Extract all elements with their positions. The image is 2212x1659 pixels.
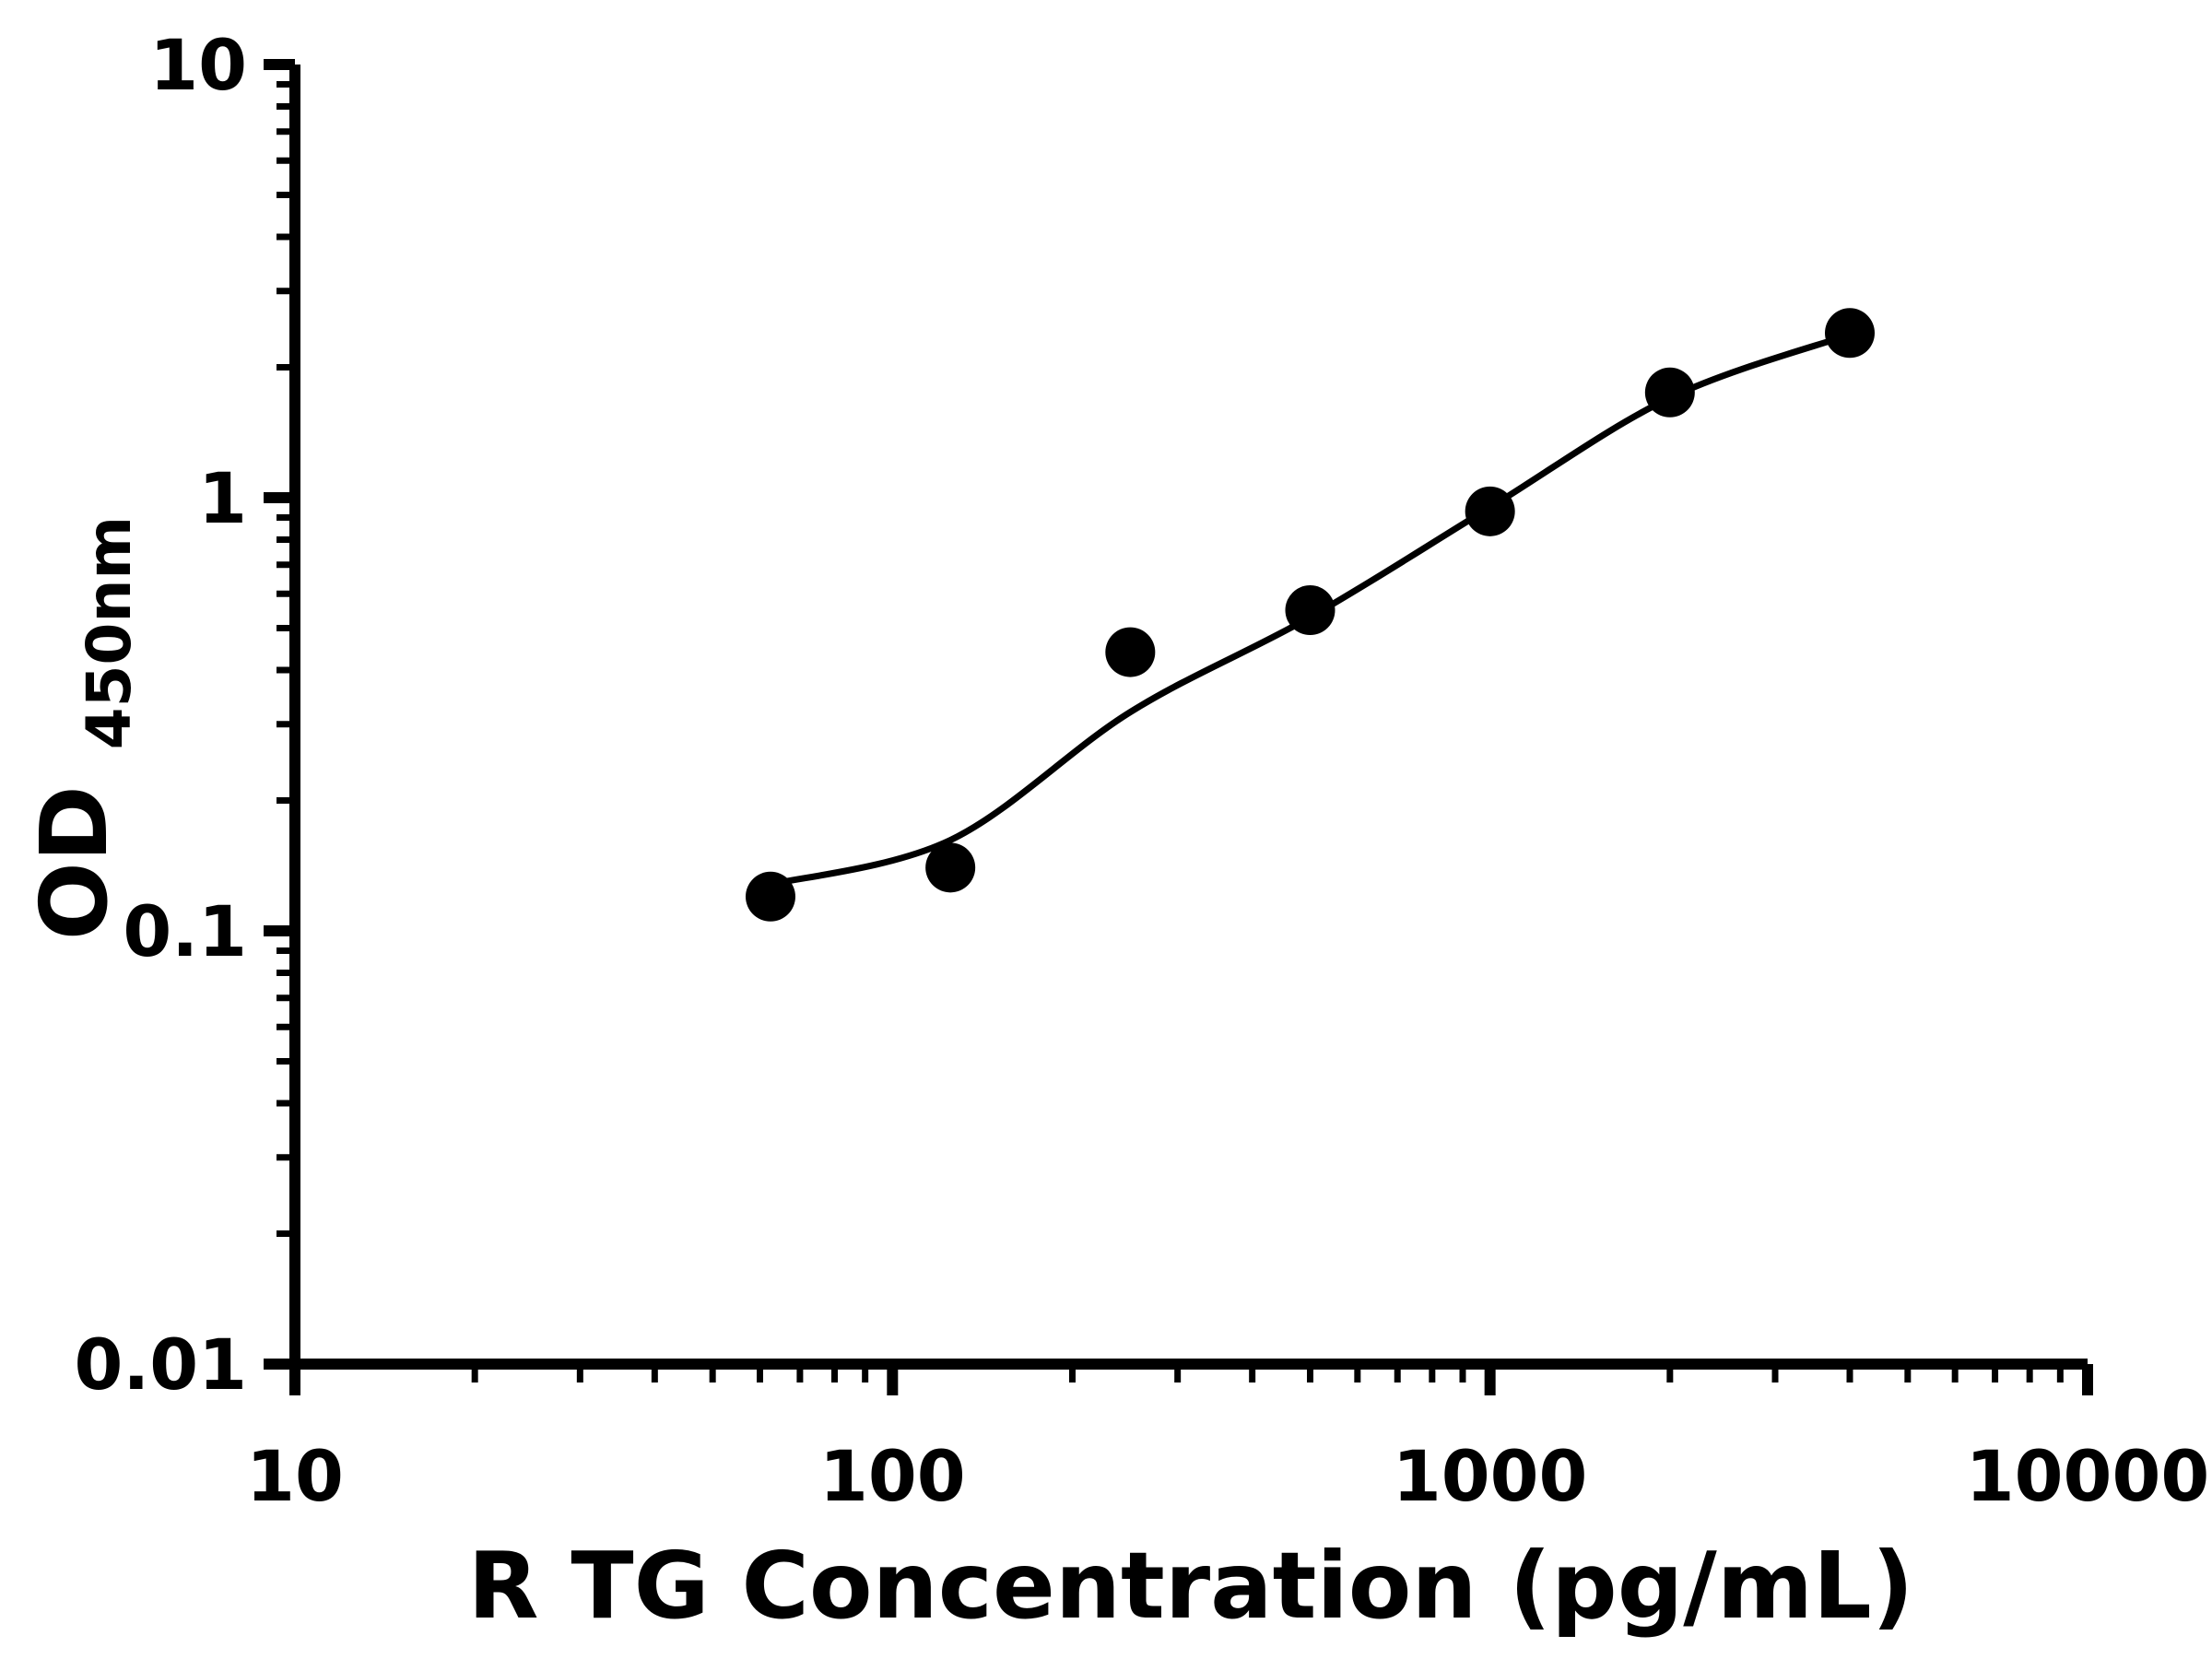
- x-axis-ticks: [289, 1364, 2093, 1395]
- axes-lines: [289, 65, 2088, 1370]
- x-tick-label: 10: [246, 1435, 344, 1517]
- y-axis-title: OD 450nm: [20, 516, 145, 940]
- x-axis-title: R TG Concentration (pg/mL): [468, 1532, 1914, 1640]
- y-tick-label: 10: [149, 24, 247, 106]
- data-point: [745, 871, 795, 922]
- x-tick-label: 1000: [1393, 1435, 1588, 1517]
- data-points: [745, 308, 1876, 922]
- y-axis-title-main: OD: [20, 785, 128, 940]
- y-tick-label: 0.1: [123, 890, 247, 972]
- data-point: [1825, 308, 1876, 359]
- data-point: [1644, 367, 1695, 418]
- data-point: [1105, 627, 1156, 677]
- y-axis-title-subscript: 450nm: [74, 516, 145, 750]
- x-tick-label: 100: [819, 1435, 966, 1517]
- y-axis-ticks: [264, 59, 295, 1370]
- y-tick-label: 1: [198, 457, 247, 539]
- plot-area: 10 100 1000 10000 0.01 0.1 1 10: [74, 24, 2209, 1517]
- data-point: [1285, 585, 1335, 636]
- data-point: [925, 842, 976, 893]
- data-point: [1465, 486, 1515, 536]
- y-tick-label: 0.01: [74, 1324, 247, 1406]
- x-tick-label: 10000: [1966, 1435, 2209, 1517]
